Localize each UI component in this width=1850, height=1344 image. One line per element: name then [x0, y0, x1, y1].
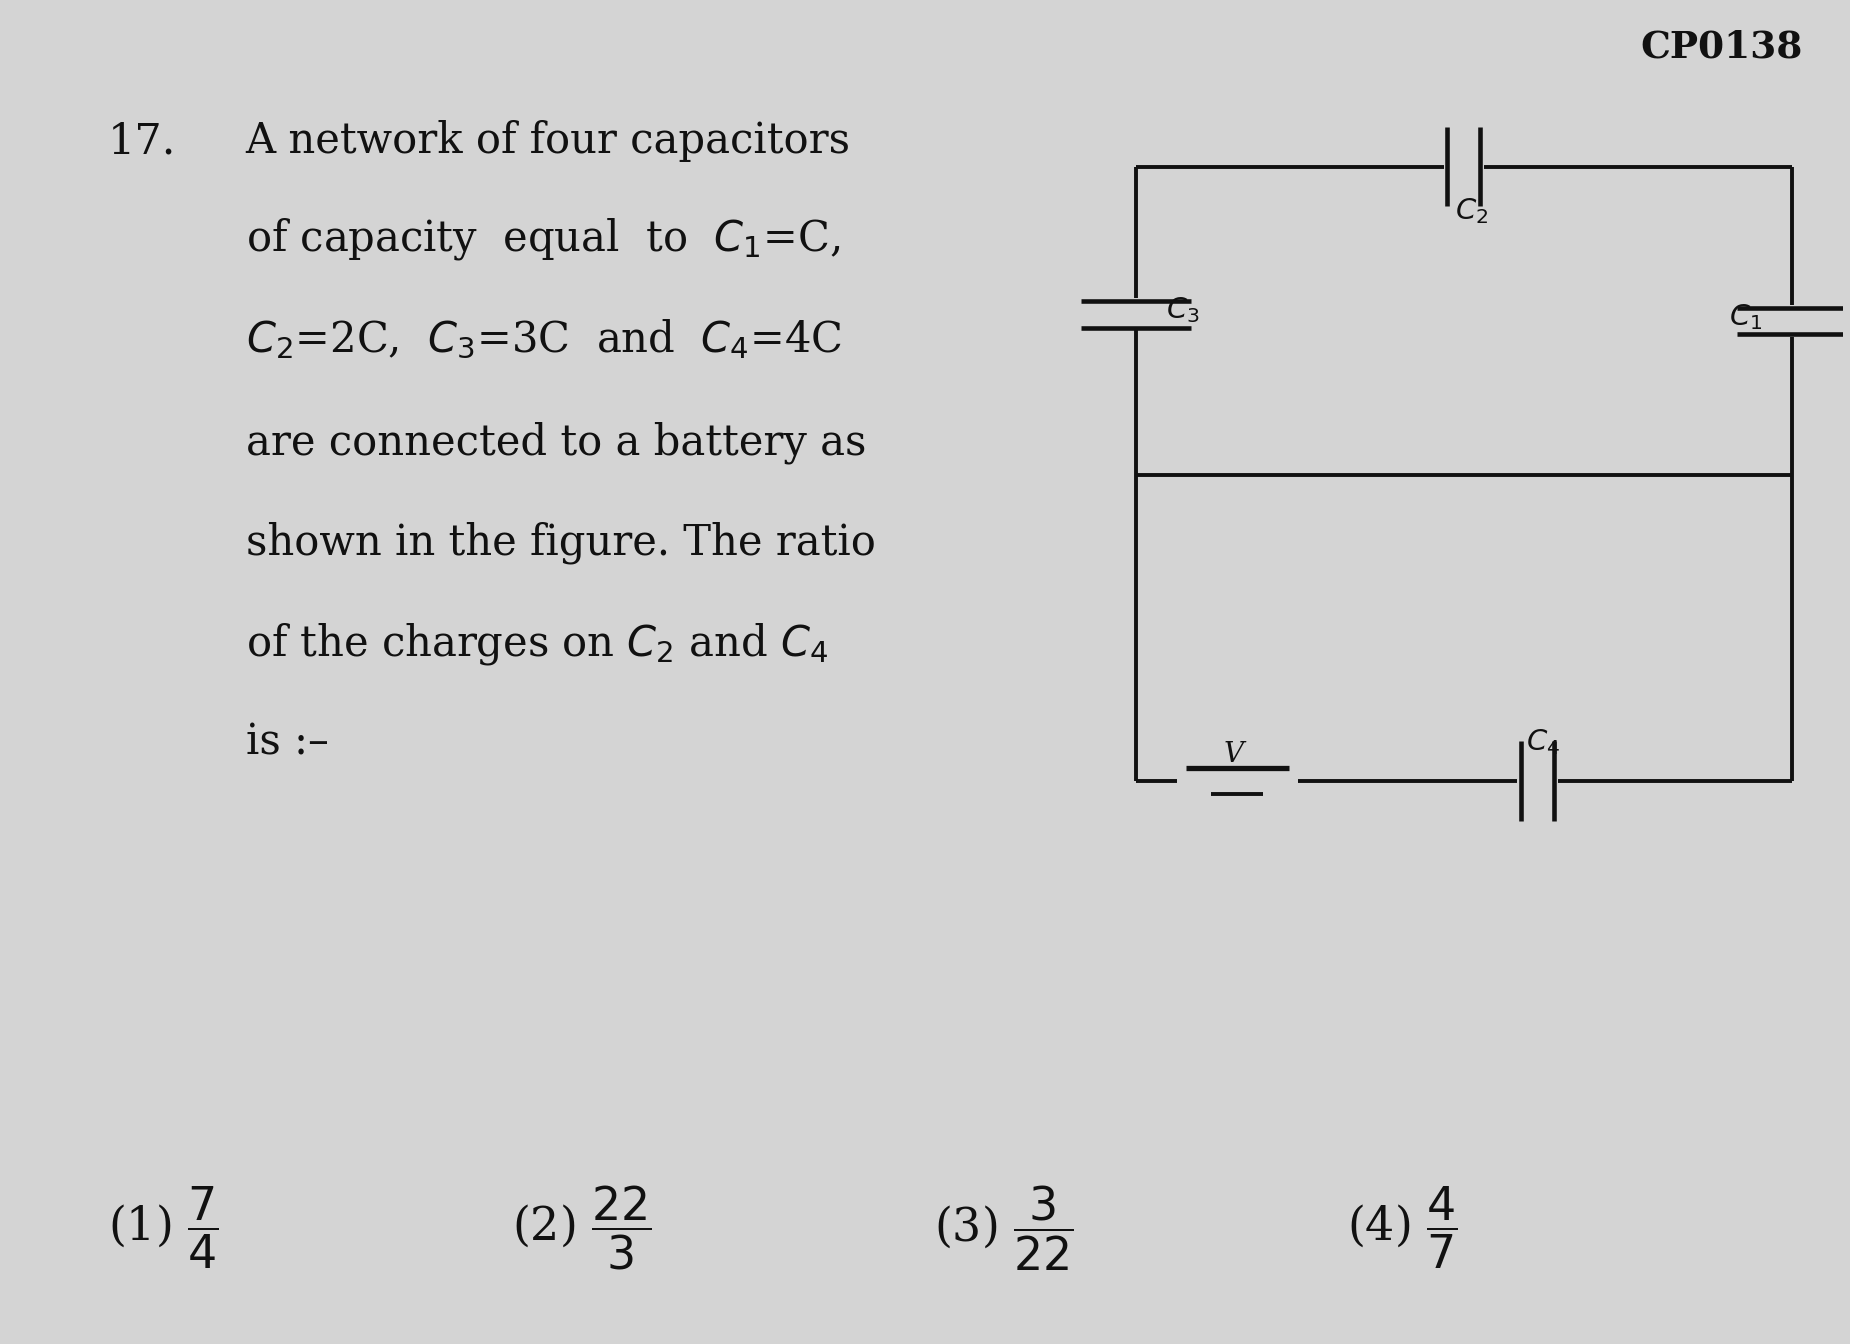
Text: $C_1$: $C_1$ [1730, 302, 1763, 332]
Text: of the charges on $C_2$ and $C_4$: of the charges on $C_2$ and $C_4$ [246, 621, 829, 668]
Text: are connected to a battery as: are connected to a battery as [246, 422, 866, 465]
Text: (4) $\dfrac{4}{7}$: (4) $\dfrac{4}{7}$ [1347, 1185, 1458, 1271]
Text: (1) $\dfrac{7}{4}$: (1) $\dfrac{7}{4}$ [107, 1185, 218, 1271]
Text: is :–: is :– [246, 722, 329, 763]
Text: $C_4$: $C_4$ [1526, 727, 1560, 757]
Text: $C_3$: $C_3$ [1166, 296, 1199, 325]
Text: (3) $\dfrac{3}{22}$: (3) $\dfrac{3}{22}$ [934, 1183, 1075, 1273]
Text: shown in the figure. The ratio: shown in the figure. The ratio [246, 521, 875, 564]
Text: CP0138: CP0138 [1641, 28, 1802, 66]
Text: 17.: 17. [107, 120, 176, 163]
Text: of capacity  equal  to  $C_1$=C,: of capacity equal to $C_1$=C, [246, 216, 840, 262]
Text: (2) $\dfrac{22}{3}$: (2) $\dfrac{22}{3}$ [512, 1184, 651, 1273]
Text: A network of four capacitors: A network of four capacitors [246, 120, 851, 163]
Text: $C_2$=2C,  $C_3$=3C  and  $C_4$=4C: $C_2$=2C, $C_3$=3C and $C_4$=4C [246, 319, 842, 362]
Text: V: V [1223, 741, 1243, 767]
Text: $C_2$: $C_2$ [1454, 196, 1487, 226]
